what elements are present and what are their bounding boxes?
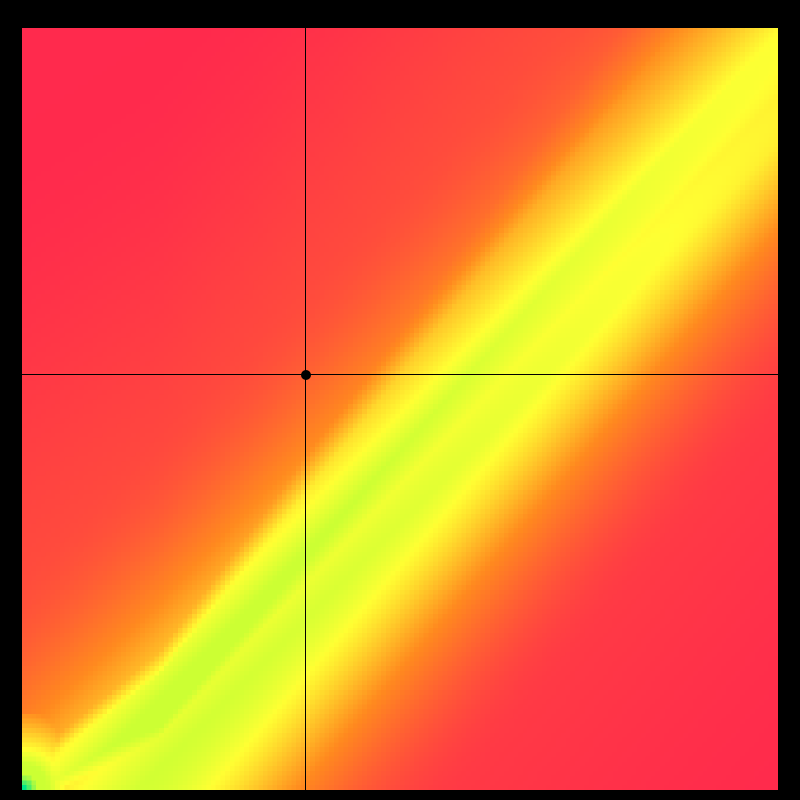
- watermark-text: TheBottleneck.com: [550, 0, 772, 29]
- crosshair-vertical: [305, 28, 306, 790]
- crosshair-marker: [301, 370, 311, 380]
- chart-container: TheBottleneck.com: [0, 0, 800, 800]
- crosshair-horizontal: [22, 374, 778, 375]
- heatmap-canvas: [22, 28, 778, 790]
